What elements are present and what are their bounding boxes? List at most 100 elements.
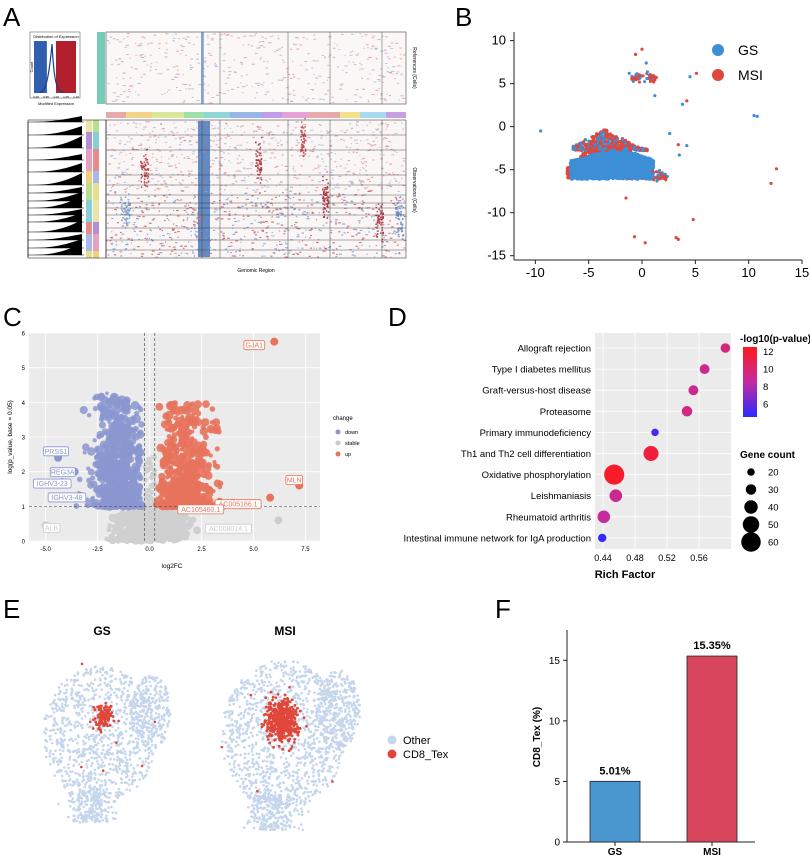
a-obs-cell — [130, 253, 132, 255]
a-obs-cell — [168, 236, 172, 239]
a-obs-cell — [350, 201, 354, 203]
a-obs-cell — [123, 188, 127, 191]
a-obs-hot — [327, 198, 329, 201]
a-obs-hot — [324, 208, 326, 210]
a-ref-cell — [188, 88, 191, 90]
a-obs-hot — [259, 148, 261, 150]
a-obs-hot — [304, 148, 307, 151]
a-obs-cell — [230, 202, 233, 204]
a-obs-hot — [144, 163, 146, 165]
a-obs-cell — [307, 137, 311, 139]
a-obs-cell — [134, 122, 136, 125]
a-obs-cell — [393, 134, 395, 136]
a-obs-cell — [297, 247, 299, 249]
a-obs-cell — [166, 215, 168, 217]
a-ref-cell — [377, 79, 381, 81]
panel-label-d: D — [388, 302, 407, 332]
a-obs-cell — [140, 143, 142, 145]
a-obs-cell — [359, 154, 361, 156]
a-obs-cell — [266, 201, 268, 203]
a-obs-hot — [302, 149, 304, 152]
a-ref-cell — [248, 35, 251, 37]
a-obs-cell — [355, 148, 359, 150]
a-obs-cell — [159, 243, 162, 245]
a-obs-hot — [146, 175, 149, 177]
a-obs-hot — [141, 162, 144, 165]
b-point-gs — [583, 165, 588, 169]
a-obs-cell — [188, 139, 192, 142]
a-obs-cell — [361, 184, 363, 186]
a-dendro-leaf — [28, 173, 82, 185]
a-ref-cell — [139, 45, 143, 47]
b-point-mixed — [585, 142, 589, 146]
a-obs-cell — [199, 176, 202, 178]
a-obs-cell — [220, 193, 222, 195]
a-obs-cell — [121, 171, 124, 173]
a-ref-cell — [292, 74, 295, 76]
a-legend-blue — [34, 41, 47, 93]
a-obs-hot — [256, 177, 258, 179]
a-obs-cell — [170, 155, 174, 157]
a-chrom-seg — [184, 112, 204, 118]
a-obs-cell — [126, 123, 129, 125]
a-obs-cell — [318, 165, 322, 167]
a-obs-cell — [275, 165, 279, 168]
a-ref-cell — [289, 48, 293, 50]
a-dendro-leaf — [28, 116, 82, 122]
a-obs-cell — [251, 195, 254, 197]
a-ref-cell — [287, 93, 292, 95]
a-obs-hot — [398, 218, 401, 221]
a-obs-cell — [284, 199, 287, 201]
a-chrom-seg — [106, 112, 126, 118]
a-obs-cell — [192, 129, 196, 131]
a-ref-cell — [222, 70, 226, 72]
a-obs-cell — [222, 238, 225, 240]
a-obs-cell — [304, 244, 308, 246]
a-obs-cell — [380, 211, 382, 213]
a-obs-cell — [220, 157, 224, 159]
b-point-mixed — [609, 145, 613, 149]
a-obs-cell — [403, 215, 407, 218]
a-obs-cell — [320, 144, 324, 146]
a-obs-cell — [164, 183, 168, 185]
a-obs-hot — [124, 210, 127, 212]
a-obs-hot — [129, 204, 132, 207]
a-obs-hot — [260, 163, 262, 166]
a-obs-hot — [145, 164, 147, 167]
a-ref-cell — [106, 40, 110, 42]
a-ref-cell — [306, 38, 308, 40]
a-obs-hot — [127, 193, 130, 195]
a-obs-cell — [223, 143, 227, 145]
a-obs-cell — [390, 200, 393, 202]
a-obs-cell — [146, 233, 149, 235]
a-obs-hot — [301, 147, 304, 150]
a-obs-cell — [339, 195, 341, 197]
a-obs-cell — [199, 220, 203, 222]
a-obs-cell — [182, 247, 185, 249]
a-obs-cell — [385, 122, 387, 125]
a-obs-hot — [396, 202, 399, 205]
a-obs-hot — [379, 216, 382, 218]
b-point-gs — [640, 164, 645, 168]
a-ref-cell — [173, 40, 175, 42]
a-obs-cell — [368, 231, 370, 233]
a-obs-cell — [146, 237, 149, 239]
a-obs-cell — [294, 226, 298, 228]
a-ref-cell — [186, 36, 190, 38]
a-obs-cell — [243, 168, 246, 170]
a-ref-cell — [222, 93, 227, 95]
a-obs-cell — [149, 136, 152, 138]
a-obs-hot — [146, 168, 149, 171]
a-ref-cell — [115, 39, 119, 41]
a-obs-cell — [316, 241, 319, 244]
a-obs-cell — [163, 220, 166, 222]
a-obs-cell — [309, 150, 311, 152]
a-ref-cell — [164, 56, 168, 58]
a-obs-cell — [308, 212, 310, 214]
a-obs-hot — [259, 171, 262, 174]
a-ref-cell — [115, 77, 118, 79]
a-obs-cell — [270, 255, 273, 257]
b-point-gs — [578, 169, 582, 173]
a-obs-hot — [304, 126, 306, 128]
